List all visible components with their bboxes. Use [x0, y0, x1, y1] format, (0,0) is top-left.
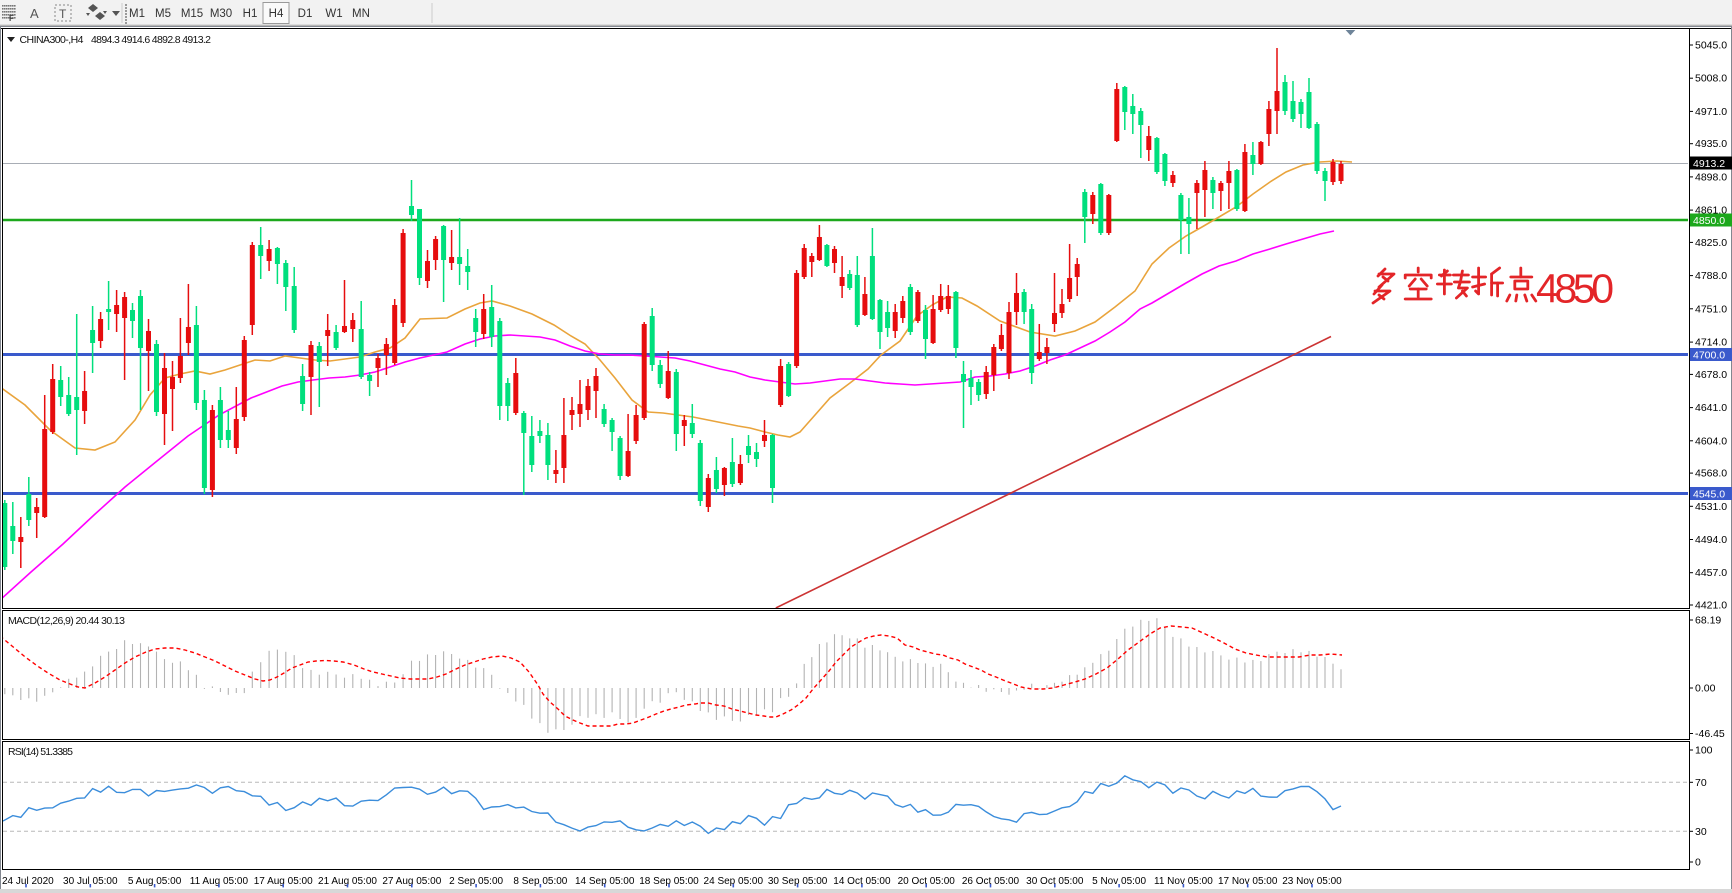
svg-text:2 Sep 05:00: 2 Sep 05:00	[449, 876, 503, 887]
svg-text:H4: H4	[269, 8, 284, 20]
svg-text:M15: M15	[181, 8, 203, 20]
svg-text:4894.3 4914.6 4892.8 4913.2: 4894.3 4914.6 4892.8 4913.2	[91, 34, 211, 46]
svg-text:4641.0: 4641.0	[1695, 402, 1727, 414]
svg-text:4788.0: 4788.0	[1695, 270, 1727, 282]
svg-text:24 Sep 05:00: 24 Sep 05:00	[704, 876, 764, 887]
svg-text:4714.0: 4714.0	[1695, 337, 1727, 349]
svg-text:4545.0: 4545.0	[1693, 489, 1725, 501]
svg-text:CHINA300-,H4: CHINA300-,H4	[20, 34, 84, 46]
svg-text:100: 100	[1695, 745, 1713, 757]
svg-text:A: A	[30, 6, 39, 21]
svg-text:RSI(14) 51.3385: RSI(14) 51.3385	[8, 746, 73, 758]
svg-text:4700.0: 4700.0	[1693, 350, 1725, 362]
svg-text:4850: 4850	[1536, 266, 1614, 312]
svg-text:F: F	[9, 14, 14, 23]
svg-text:68.19: 68.19	[1695, 615, 1721, 627]
svg-text:H1: H1	[243, 8, 258, 20]
svg-text:24 Jul 2020: 24 Jul 2020	[2, 876, 54, 887]
svg-text:4421.0: 4421.0	[1695, 600, 1727, 612]
svg-text:MN: MN	[352, 8, 370, 20]
svg-text:26 Oct 05:00: 26 Oct 05:00	[962, 876, 1020, 887]
svg-text:17 Aug 05:00: 17 Aug 05:00	[254, 876, 313, 887]
svg-text:14 Sep 05:00: 14 Sep 05:00	[575, 876, 635, 887]
svg-text:70: 70	[1695, 777, 1707, 789]
svg-text:14 Oct 05:00: 14 Oct 05:00	[833, 876, 891, 887]
svg-text:18 Sep 05:00: 18 Sep 05:00	[639, 876, 699, 887]
svg-text:5 Aug 05:00: 5 Aug 05:00	[128, 876, 182, 887]
svg-text:20 Oct 05:00: 20 Oct 05:00	[898, 876, 956, 887]
svg-text:4678.0: 4678.0	[1695, 369, 1727, 381]
svg-text:27 Aug 05:00: 27 Aug 05:00	[382, 876, 441, 887]
svg-text:4457.0: 4457.0	[1695, 567, 1727, 579]
svg-text:-46.45: -46.45	[1695, 728, 1725, 740]
svg-text:4751.0: 4751.0	[1695, 303, 1727, 315]
svg-text:30: 30	[1695, 826, 1707, 838]
svg-text:23 Nov 05:00: 23 Nov 05:00	[1282, 876, 1342, 887]
svg-text:0.00: 0.00	[1695, 683, 1716, 695]
svg-text:30 Jul 05:00: 30 Jul 05:00	[63, 876, 118, 887]
svg-text:M5: M5	[155, 8, 171, 20]
svg-text:0: 0	[1695, 857, 1701, 869]
svg-text:M30: M30	[210, 8, 232, 20]
svg-text:5045.0: 5045.0	[1695, 40, 1727, 52]
svg-text:4935.0: 4935.0	[1695, 138, 1727, 150]
svg-text:5008.0: 5008.0	[1695, 73, 1727, 85]
svg-text:30 Sep 05:00: 30 Sep 05:00	[768, 876, 828, 887]
svg-text:D1: D1	[298, 8, 313, 20]
svg-text:T: T	[59, 7, 67, 21]
svg-text:30 Oct 05:00: 30 Oct 05:00	[1026, 876, 1084, 887]
svg-text:4971.0: 4971.0	[1695, 106, 1727, 118]
svg-text:8 Sep 05:00: 8 Sep 05:00	[513, 876, 567, 887]
svg-text:M1: M1	[129, 8, 145, 20]
svg-text:4913.2: 4913.2	[1693, 158, 1725, 170]
svg-text:4604.0: 4604.0	[1695, 435, 1727, 447]
svg-text:4568.0: 4568.0	[1695, 468, 1727, 480]
svg-text:11 Nov 05:00: 11 Nov 05:00	[1154, 876, 1213, 887]
svg-text:21 Aug 05:00: 21 Aug 05:00	[318, 876, 377, 887]
svg-text:4898.0: 4898.0	[1695, 171, 1727, 183]
svg-text:5 Nov 05:00: 5 Nov 05:00	[1092, 876, 1146, 887]
svg-text:17 Nov 05:00: 17 Nov 05:00	[1218, 876, 1278, 887]
svg-text:4531.0: 4531.0	[1695, 501, 1727, 513]
svg-text:4825.0: 4825.0	[1695, 237, 1727, 249]
svg-text:4494.0: 4494.0	[1695, 534, 1727, 546]
svg-text:MACD(12,26,9) 20.44 30.13: MACD(12,26,9) 20.44 30.13	[8, 615, 125, 627]
svg-text:4850.0: 4850.0	[1693, 215, 1725, 227]
svg-text:W1: W1	[325, 8, 342, 20]
svg-text:11 Aug 05:00: 11 Aug 05:00	[190, 876, 249, 887]
